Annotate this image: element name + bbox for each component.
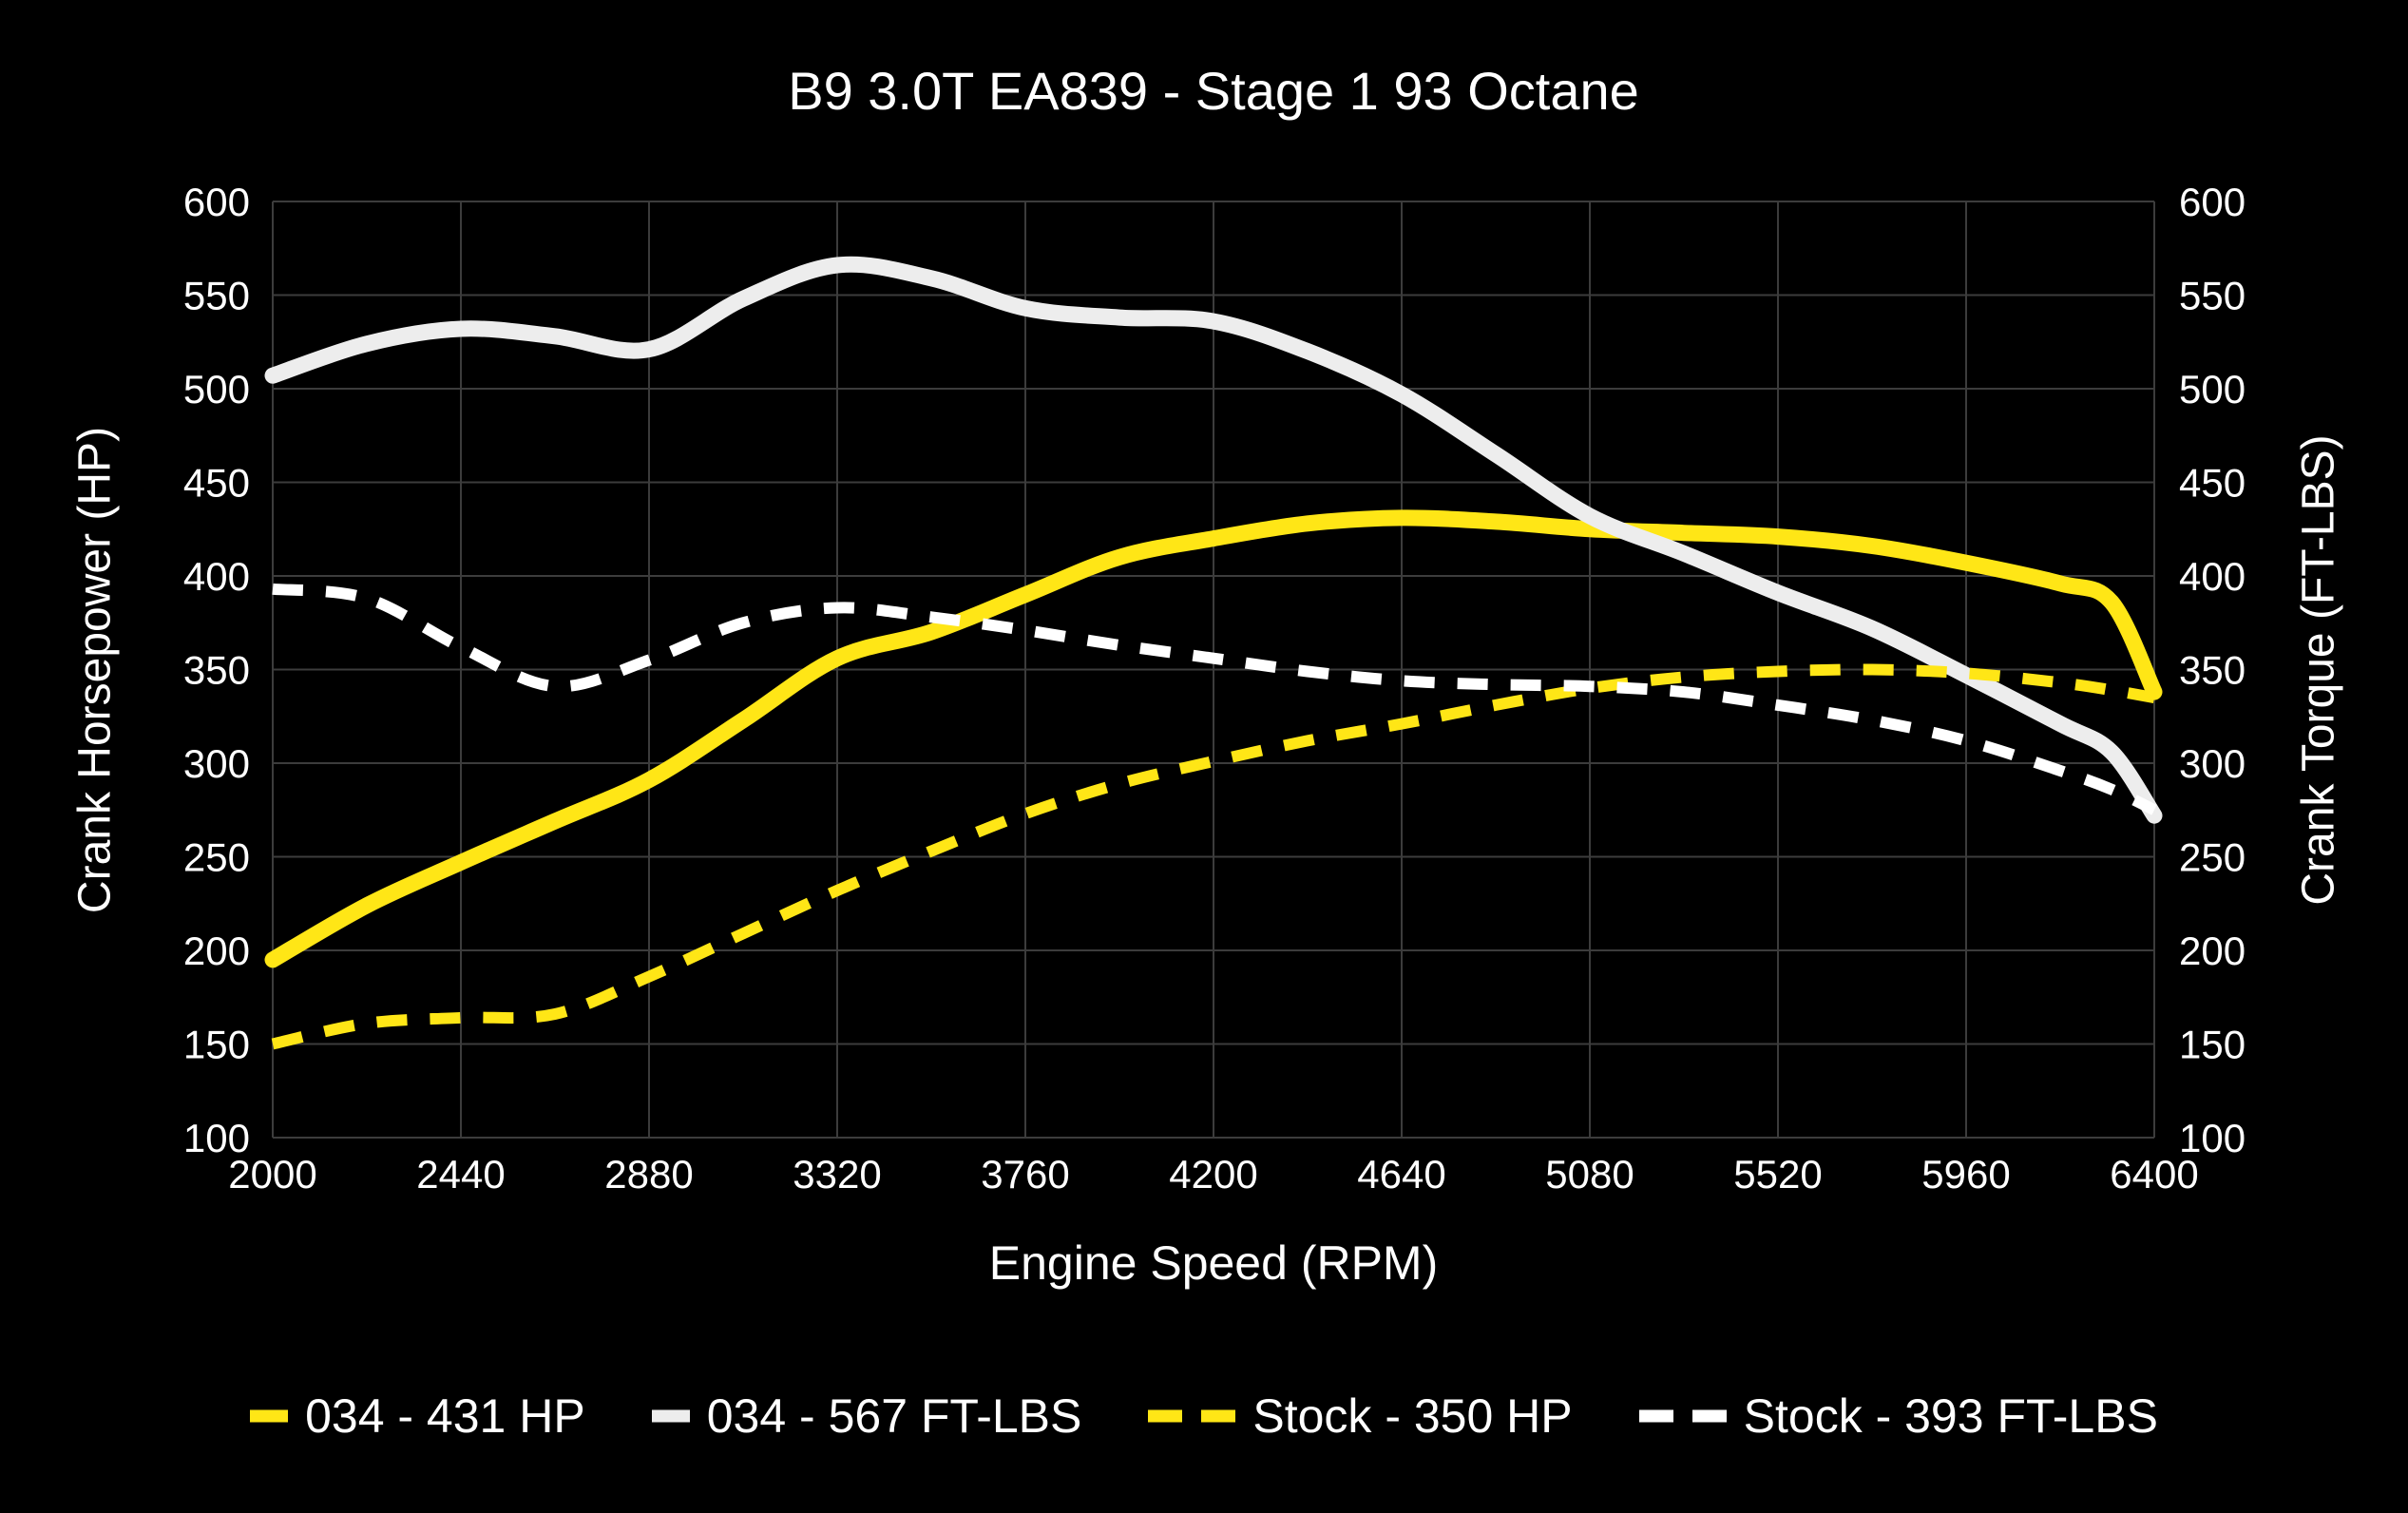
y-tick-label-left: 100 [183,1116,250,1160]
y-tick-label-right: 250 [2179,835,2246,880]
x-tick-label: 5520 [1733,1152,1822,1197]
y-tick-label-left: 550 [183,274,250,318]
y-tick-label-right: 100 [2179,1116,2246,1160]
y-tick-label-right: 550 [2179,274,2246,318]
legend-label: 034 - 431 HP [305,1389,585,1443]
legend-item-4: Stock - 393 FT-LBS [1638,1389,2158,1444]
x-tick-label: 3760 [981,1152,1069,1197]
curve-series-4 [272,583,2157,815]
y-axis-title-left: Crank Horsepower (HP) [69,426,121,914]
curve-series-1 [264,509,2163,968]
y-tick-label-left: 600 [183,180,250,224]
curve-series-2 [264,256,2163,824]
chart-title: B9 3.0T EA839 - Stage 1 93 Octane [788,61,1639,121]
x-tick-label: 4640 [1357,1152,1445,1197]
tick-labels: 100 150 200 250 300 350 400 450 500 550 600 100 150 2… [183,180,2246,1197]
y-tick-label-right: 200 [2179,929,2246,973]
legend-swatch-solid-line [250,1409,289,1423]
x-tick-label: 5960 [1921,1152,2010,1197]
legend: 034 - 431 HP 034 - 567 FT-LBS Stock - 350 … [0,1383,2408,1449]
y-tick-label-right: 300 [2179,741,2246,786]
y-tick-label-left: 500 [183,367,250,412]
y-tick-label-left: 350 [183,648,250,693]
legend-item-3: Stock - 350 HP [1148,1389,1573,1444]
x-axis-title: Engine Speed (RPM) [988,1236,1439,1290]
legend-label: 034 - 567 FT-LBS [706,1389,1082,1443]
y-tick-label-left: 400 [183,554,250,599]
y-tick-label-right: 350 [2179,648,2246,693]
x-tick-label: 3320 [793,1152,881,1197]
y-tick-label-right: 400 [2179,554,2246,599]
y-tick-label-right: 450 [2179,461,2246,506]
x-tick-label: 2440 [416,1152,505,1197]
y-tick-label-left: 150 [183,1023,250,1067]
x-tick-label: 6400 [2110,1152,2198,1197]
x-tick-label: 2880 [604,1152,693,1197]
legend-swatch-solid-line [651,1409,690,1423]
y-tick-label-right: 150 [2179,1023,2246,1067]
x-tick-label: 5080 [1545,1152,1634,1197]
curve-series-3 [271,663,2156,1050]
legend-item-1: 034 - 431 HP [250,1389,585,1444]
y-tick-label-right: 500 [2179,367,2246,412]
legend-label: Stock - 350 HP [1252,1389,1573,1443]
x-tick-label: 2000 [228,1152,316,1197]
y-tick-label-left: 200 [183,929,250,973]
x-tick-label: 4200 [1169,1152,1257,1197]
legend-swatch-dashed-line [1638,1409,1727,1423]
legend-swatch-dashed-line [1148,1409,1236,1423]
y-tick-label-left: 450 [183,461,250,506]
legend-label: Stock - 393 FT-LBS [1743,1389,2158,1443]
y-tick-label-left: 250 [183,835,250,880]
legend-item-2: 034 - 567 FT-LBS [651,1389,1082,1444]
y-tick-label-right: 600 [2179,180,2246,224]
y-axis-title-right: Crank Torque (FT-LBS) [2293,434,2344,906]
y-tick-label-left: 300 [183,741,250,786]
